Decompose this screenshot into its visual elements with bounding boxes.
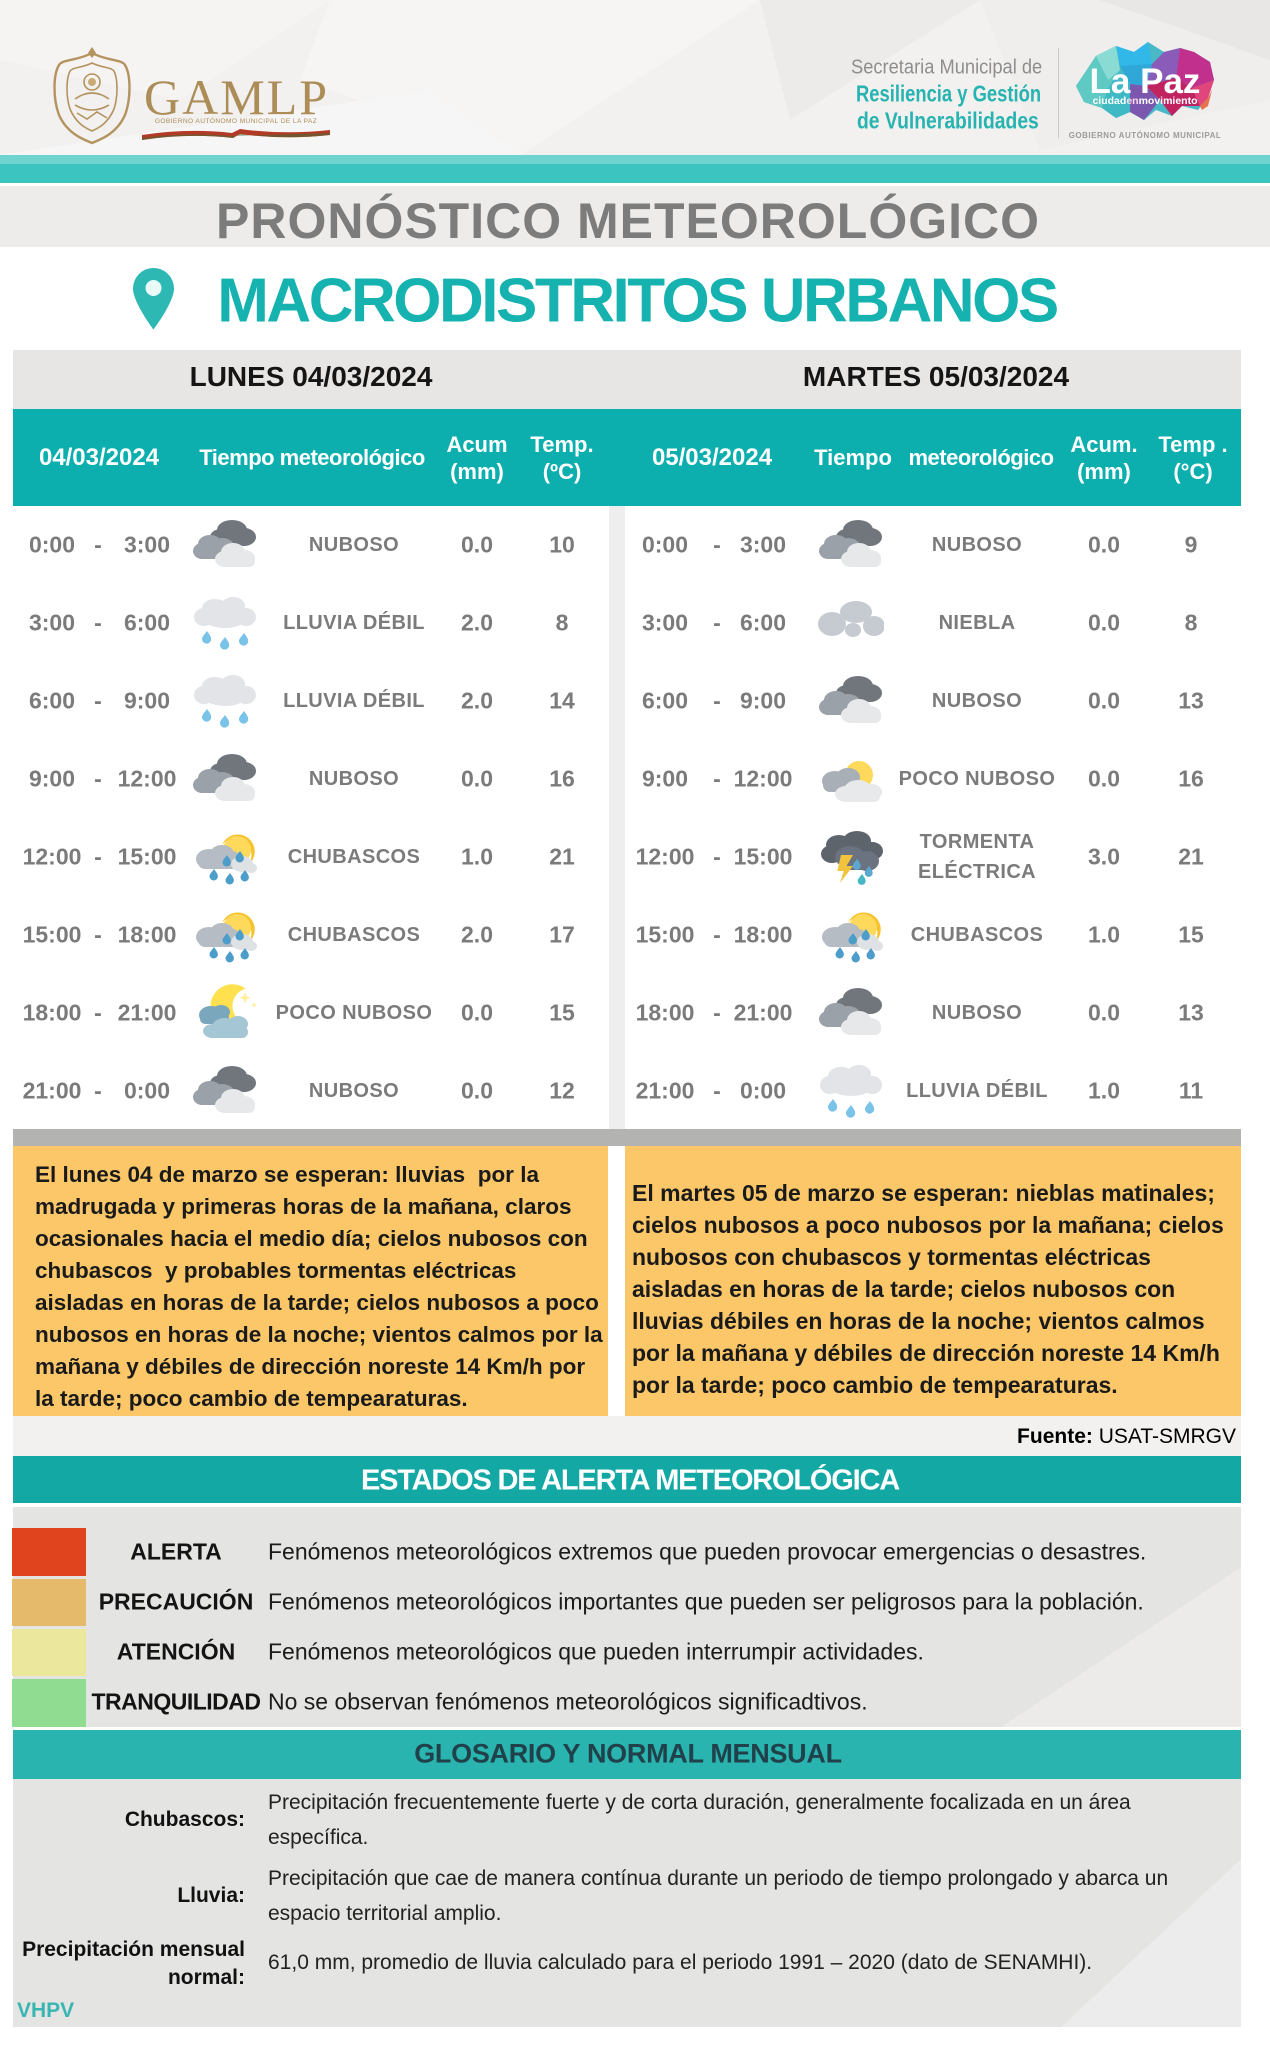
svg-text:La Paz: La Paz [1090, 62, 1201, 101]
svg-text:ciudadenmovimiento: ciudadenmovimiento [1092, 95, 1197, 107]
